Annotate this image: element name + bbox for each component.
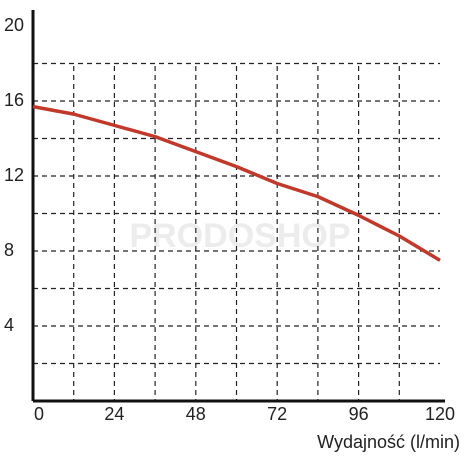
y-tick-label: 12 xyxy=(4,165,24,185)
watermark: PRODOSHOP xyxy=(129,217,350,255)
y-tick-label: 20 xyxy=(4,15,24,35)
y-tick-label: 16 xyxy=(4,90,24,110)
y-tick-label: 4 xyxy=(4,315,14,335)
x-tick-label: 24 xyxy=(104,404,124,424)
data-line xyxy=(32,104,441,262)
x-tick-label: 120 xyxy=(425,404,455,424)
x-axis-label: Wydajność (l/min) xyxy=(317,432,460,452)
x-tick-label: 72 xyxy=(267,404,287,424)
x-tick-label: 96 xyxy=(349,404,369,424)
x-tick-label: 0 xyxy=(34,404,44,424)
x-tick-label: 48 xyxy=(186,404,206,424)
y-tick-label: 8 xyxy=(4,240,14,260)
